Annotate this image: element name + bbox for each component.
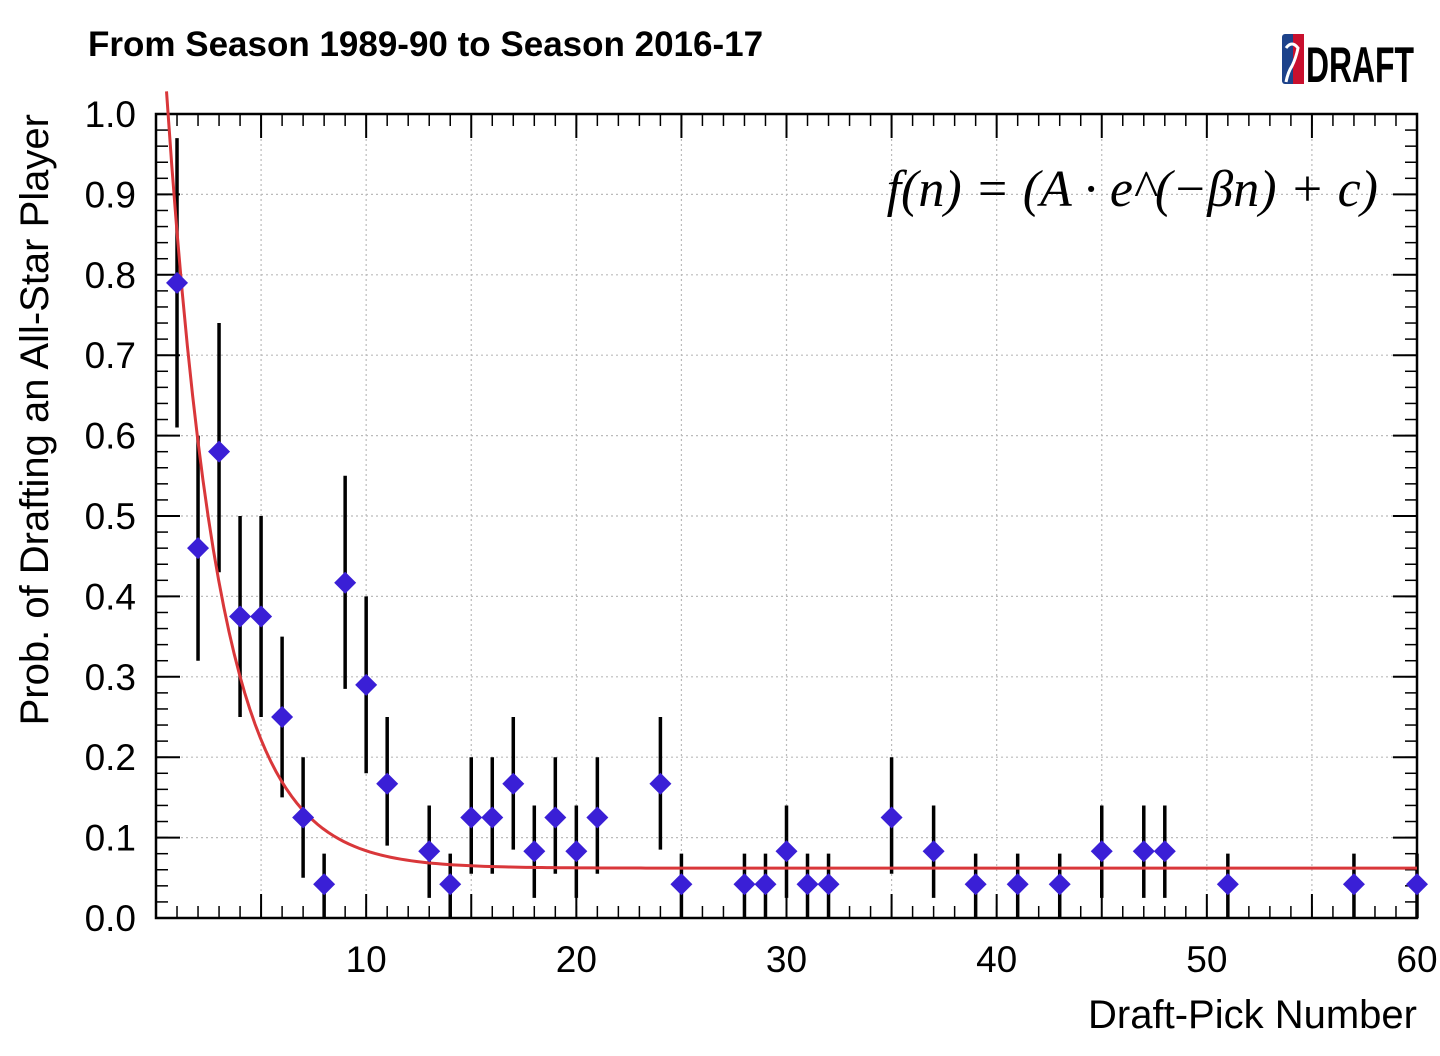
data-point: [964, 873, 987, 896]
data-points: [166, 271, 1428, 896]
x-tick-label: 20: [556, 939, 597, 980]
data-point: [1132, 840, 1155, 863]
data-point: [544, 806, 567, 829]
y-tick-label: 0.9: [85, 174, 136, 215]
data-point: [565, 840, 588, 863]
data-point: [880, 806, 903, 829]
y-tick-label: 0.8: [85, 255, 136, 296]
data-point: [355, 673, 378, 696]
y-tick-label: 0.2: [85, 737, 136, 778]
data-point: [922, 840, 945, 863]
data-point: [1153, 840, 1176, 863]
y-axis-label: Prob. of Drafting an All-Star Player: [13, 114, 57, 725]
data-point: [166, 271, 189, 294]
fit-curve: [165, 91, 1417, 870]
data-point: [1406, 873, 1428, 896]
y-tick-label: 0.3: [85, 657, 136, 698]
data-point: [649, 772, 672, 795]
x-tick-label: 60: [1396, 939, 1437, 980]
fit-formula: f(n) = (A · e^(−βn) + c): [887, 161, 1378, 218]
data-point: [586, 806, 609, 829]
data-point: [481, 806, 504, 829]
y-tick-label: 0.0: [85, 898, 136, 939]
data-point: [502, 772, 525, 795]
data-point: [817, 873, 840, 896]
logo-text: DRAFT: [1306, 37, 1414, 93]
nba-draft-logo: DRAFT: [1282, 34, 1414, 93]
data-point: [292, 806, 315, 829]
x-tick-label: 50: [1186, 939, 1227, 980]
data-point: [208, 440, 231, 463]
data-point: [754, 873, 777, 896]
data-point: [250, 605, 273, 628]
y-tick-label: 0.7: [85, 335, 136, 376]
plot-frame: [154, 112, 1419, 920]
error-bars: [175, 138, 1419, 918]
data-point: [1342, 873, 1365, 896]
data-point: [439, 873, 462, 896]
data-point: [796, 873, 819, 896]
y-tick-label: 1.0: [85, 94, 136, 135]
data-point: [460, 806, 483, 829]
data-point: [523, 840, 546, 863]
x-tick-label: 10: [346, 939, 387, 980]
data-point: [376, 772, 399, 795]
x-tick-label: 30: [766, 939, 807, 980]
data-point: [313, 873, 336, 896]
data-point: [229, 605, 252, 628]
y-tick-label: 0.1: [85, 818, 136, 859]
data-point: [271, 706, 294, 728]
data-point: [775, 840, 798, 863]
x-tick-label: 40: [976, 939, 1017, 980]
data-point: [733, 873, 756, 896]
x-axis-label: Draft-Pick Number: [1088, 993, 1417, 1037]
data-point: [670, 873, 693, 896]
x-tick-labels: 10 20 30 40 50 60: [346, 939, 1438, 980]
y-tick-labels: 0.0 0.1 0.2 0.3 0.4 0.5 0.6 0.7 0.8 0.9 1.0: [85, 94, 136, 939]
y-tick-label: 0.5: [85, 496, 136, 537]
y-tick-label: 0.4: [85, 576, 136, 617]
data-point: [334, 571, 357, 594]
y-tick-label: 0.6: [85, 416, 136, 457]
data-point: [1006, 873, 1029, 896]
chart-title: From Season 1989-90 to Season 2016-17: [88, 25, 763, 64]
data-point: [187, 537, 210, 560]
data-point: [1090, 840, 1113, 863]
data-point: [1048, 873, 1071, 896]
data-point: [418, 840, 441, 863]
data-point: [1216, 873, 1239, 896]
